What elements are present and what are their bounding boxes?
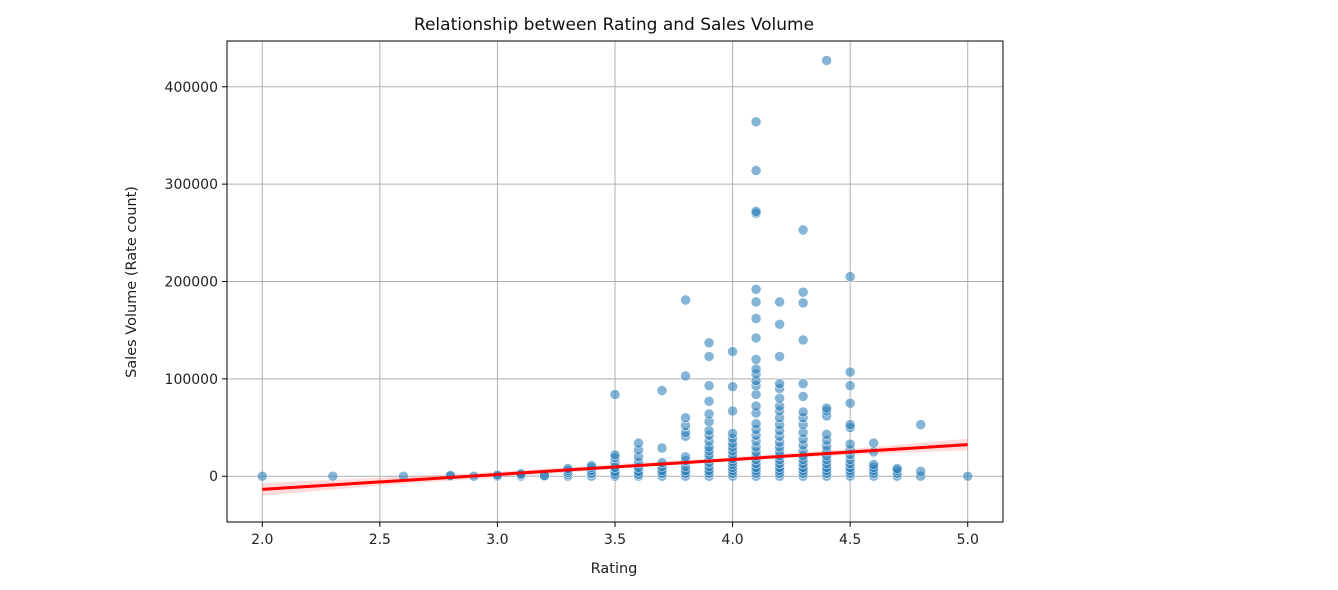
data-point-160 bbox=[797, 297, 809, 309]
data-point-44 bbox=[656, 442, 668, 454]
y-tick-label-2: 200000 bbox=[165, 275, 218, 291]
data-point-89 bbox=[727, 405, 738, 417]
data-point-73 bbox=[703, 380, 715, 391]
data-point-161 bbox=[797, 286, 809, 298]
y-tick-label-3: 300000 bbox=[165, 177, 218, 193]
x-tick-label-5: 4.5 bbox=[839, 532, 861, 548]
data-point-116 bbox=[750, 283, 762, 295]
data-point-106 bbox=[750, 400, 762, 412]
data-point-56 bbox=[680, 370, 691, 382]
data-point-114 bbox=[750, 313, 762, 324]
data-point-156 bbox=[797, 406, 809, 418]
y-tick-label-1: 100000 bbox=[165, 372, 218, 388]
data-point-113 bbox=[750, 332, 762, 344]
y-axis-ticks: 0 100000 200000 300000 400000 bbox=[165, 80, 227, 485]
data-point-120 bbox=[750, 116, 762, 128]
regression-line-segment bbox=[262, 443, 968, 491]
y-axis-label: Sales Volume (Rate count) bbox=[124, 186, 140, 378]
data-point-199 bbox=[868, 437, 879, 449]
data-point-38 bbox=[633, 437, 644, 449]
data-point-57 bbox=[680, 294, 691, 306]
data-point-197 bbox=[868, 459, 879, 470]
data-point-119 bbox=[750, 165, 762, 176]
data-point-75 bbox=[703, 337, 715, 349]
data-point-104 bbox=[750, 418, 762, 429]
data-point-188 bbox=[844, 419, 856, 430]
data-point-158 bbox=[797, 378, 809, 390]
data-point-191 bbox=[844, 366, 856, 378]
x-axis-ticks: 2.0 2.5 3.0 3.5 4.0 4.5 5.0 bbox=[251, 522, 979, 548]
data-point-173 bbox=[821, 429, 832, 440]
x-tick-label-4: 4.0 bbox=[721, 532, 743, 548]
data-point-90 bbox=[727, 381, 738, 392]
data-point-206 bbox=[915, 419, 926, 430]
data-point-203 bbox=[891, 463, 903, 474]
data-point-45 bbox=[656, 385, 668, 396]
data-point-72 bbox=[703, 395, 715, 407]
data-point-192 bbox=[844, 271, 856, 282]
data-point-30 bbox=[609, 389, 621, 400]
data-point-141 bbox=[774, 319, 785, 330]
y-tick-label-0: 0 bbox=[209, 469, 218, 485]
data-point-190 bbox=[844, 380, 856, 391]
data-point-205 bbox=[915, 466, 926, 477]
data-point-162 bbox=[797, 224, 809, 236]
data-point-0 bbox=[256, 470, 268, 482]
data-point-177 bbox=[821, 55, 832, 66]
x-tick-label-2: 3.0 bbox=[486, 532, 508, 548]
data-point-186 bbox=[844, 438, 856, 450]
data-point-139 bbox=[774, 378, 785, 390]
data-point-74 bbox=[703, 351, 715, 362]
x-axis-label: Rating bbox=[591, 561, 638, 577]
data-point-115 bbox=[750, 296, 762, 308]
data-point-159 bbox=[797, 334, 809, 346]
data-point-1 bbox=[327, 470, 339, 482]
x-tick-label-1: 2.5 bbox=[369, 532, 391, 548]
data-point-71 bbox=[703, 408, 715, 420]
x-tick-label-6: 5.0 bbox=[957, 532, 979, 548]
data-point-189 bbox=[844, 397, 856, 409]
data-point-112 bbox=[750, 354, 762, 365]
data-point-51 bbox=[680, 451, 691, 463]
data-point-88 bbox=[727, 428, 738, 439]
data-point-207 bbox=[962, 470, 974, 482]
data-point-157 bbox=[797, 391, 809, 402]
data-point-91 bbox=[727, 346, 738, 357]
data-point-142 bbox=[774, 296, 785, 308]
data-point-118 bbox=[750, 206, 762, 217]
data-point-55 bbox=[680, 412, 691, 424]
data-point-29 bbox=[609, 449, 621, 461]
y-tick-label-4: 400000 bbox=[165, 80, 218, 96]
regression-line bbox=[262, 443, 968, 491]
chart-title: Relationship between Rating and Sales Vo… bbox=[414, 15, 814, 35]
data-point-140 bbox=[774, 351, 785, 362]
data-point-111 bbox=[750, 363, 762, 375]
x-tick-label-0: 2.0 bbox=[251, 532, 273, 548]
data-point-137 bbox=[774, 393, 785, 404]
data-point-176 bbox=[821, 402, 832, 414]
x-tick-label-3: 3.5 bbox=[604, 532, 626, 548]
